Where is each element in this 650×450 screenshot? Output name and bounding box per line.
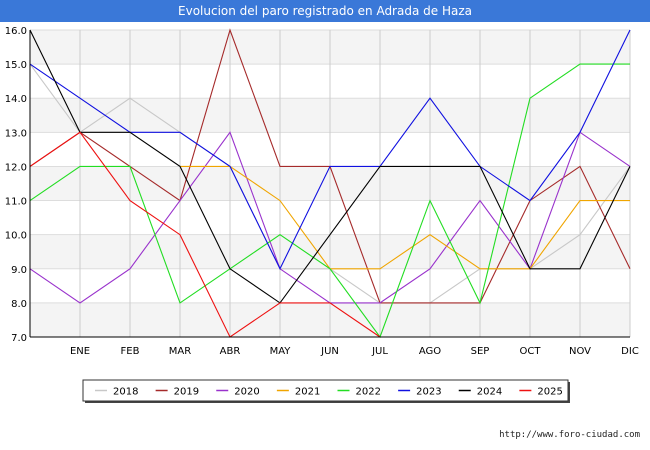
x-tick-label: JUL bbox=[371, 346, 388, 357]
y-tick-label: 8.0 bbox=[11, 299, 27, 310]
legend-label-2019: 2019 bbox=[174, 387, 199, 398]
y-tick-label: 16.0 bbox=[5, 26, 27, 37]
series-lines bbox=[29, 28, 631, 339]
y-tick-label: 12.0 bbox=[5, 162, 27, 173]
legend-label-2021: 2021 bbox=[295, 387, 320, 398]
y-tick-label: 7.0 bbox=[11, 333, 27, 344]
y-tick-label: 10.0 bbox=[5, 231, 27, 242]
x-tick-label: ABR bbox=[220, 346, 241, 357]
x-tick-label: DIC bbox=[621, 346, 639, 357]
legend-label-2022: 2022 bbox=[356, 387, 381, 398]
legend-label-2025: 2025 bbox=[537, 387, 562, 398]
x-tick-label: AGO bbox=[419, 346, 441, 357]
x-tick-label: ENE bbox=[70, 346, 90, 357]
y-tick-label: 14.0 bbox=[5, 94, 27, 105]
x-tick-label: MAY bbox=[270, 346, 292, 357]
y-tick-label: 13.0 bbox=[5, 128, 27, 139]
x-tick-label: JUN bbox=[320, 346, 339, 357]
x-tick-labels: ENE FEB MAR ABR MAY JUN JUL AGO SEP OCT NOV DIC bbox=[70, 346, 639, 357]
series-line-2022 bbox=[29, 63, 630, 339]
series-line-2025 bbox=[29, 131, 381, 338]
legend: 2018 2019 2020 2021 2022 2023 2024 2025 bbox=[82, 379, 570, 403]
source-url: http://www.foro-ciudad.com bbox=[499, 430, 640, 440]
y-tick-label: 11.0 bbox=[5, 197, 27, 208]
x-tick-label: NOV bbox=[569, 346, 591, 357]
series-line-2024 bbox=[29, 29, 631, 304]
legend-box bbox=[82, 379, 569, 402]
y-tick-labels: 7.0 8.0 9.0 10.0 11.0 12.0 13.0 14.0 15.0 16.0 bbox=[5, 26, 27, 344]
x-tick-label: OCT bbox=[520, 346, 542, 357]
legend-label-2018: 2018 bbox=[113, 387, 138, 398]
legend-label-2024: 2024 bbox=[477, 387, 502, 398]
axes bbox=[29, 30, 630, 338]
legend-label-2020: 2020 bbox=[234, 387, 259, 398]
legend-label-2023: 2023 bbox=[416, 387, 441, 398]
y-tick-label: 15.0 bbox=[5, 60, 27, 71]
x-tick-label: FEB bbox=[121, 346, 140, 357]
y-tick-label: 9.0 bbox=[11, 265, 27, 276]
chart-title: Evolucion del paro registrado en Adrada … bbox=[0, 0, 650, 22]
series-line-2021 bbox=[180, 165, 630, 270]
x-tick-label: MAR bbox=[169, 346, 191, 357]
x-tick-label: SEP bbox=[471, 346, 490, 357]
